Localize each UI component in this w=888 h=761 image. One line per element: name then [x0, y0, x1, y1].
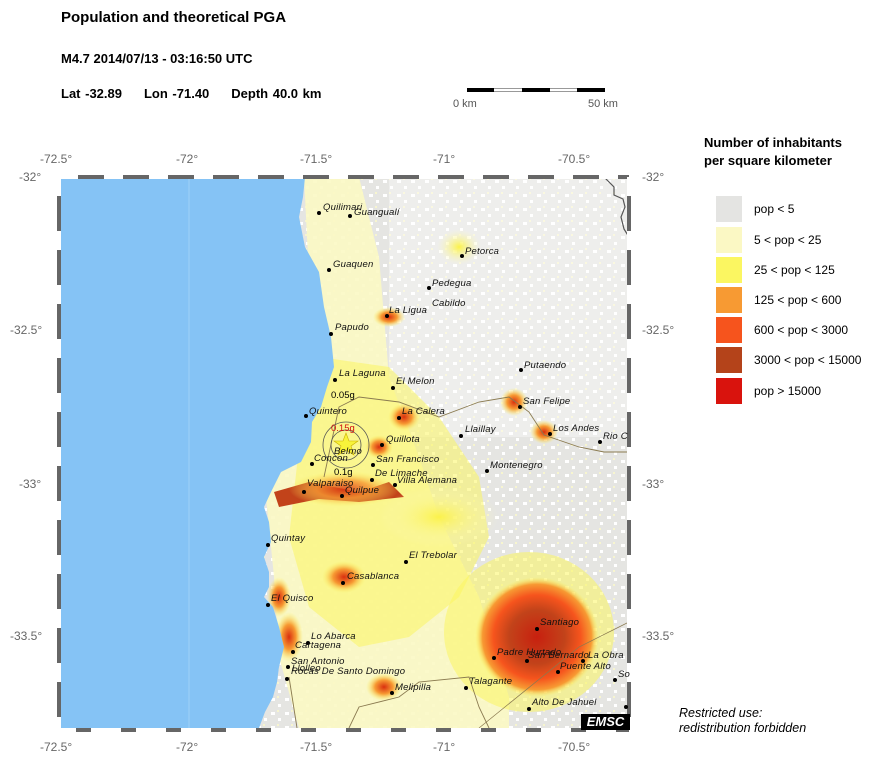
scale-left-label: 0 km	[453, 98, 477, 110]
city-label: Lo Abarca	[311, 631, 356, 642]
city-label: Llolleo	[292, 663, 321, 674]
city-label: Quintero	[309, 406, 348, 417]
city-label: San Bernardo	[528, 650, 590, 661]
event-info: M4.7 2014/07/13 - 03:16:50 UTC	[61, 51, 253, 66]
bottom-lon-label: -70.5°	[558, 740, 591, 754]
bottom-lon-label: -71°	[433, 740, 456, 754]
city-label: Concon	[314, 453, 348, 464]
city-label: Cabildo	[432, 298, 466, 309]
city-label: Papudo	[335, 322, 369, 333]
city-label: Pedegua	[432, 278, 472, 289]
city-label: Rocas De Santo Domingo	[291, 666, 406, 677]
usage-notice: Restricted use: redistribution forbidden	[679, 706, 807, 735]
city-label: Quilpue	[345, 485, 380, 496]
top-lon-label: -72.5°	[40, 152, 73, 166]
legend-item: 600 < pop < 3000	[716, 317, 888, 343]
scale-right-label: 50 km	[588, 98, 618, 110]
legend-title: Number of inhabitants per square kilomet…	[704, 135, 842, 168]
city-label: So	[618, 669, 631, 680]
bottom-lon-label: -71.5°	[300, 740, 333, 754]
city-label: Los Andes	[553, 423, 600, 434]
city-label: Rio C	[603, 431, 628, 442]
top-lon-label: -71.5°	[300, 152, 333, 166]
city-label: La Calera	[402, 406, 445, 417]
left-lat-label: -33°	[19, 477, 42, 491]
city-label: El Melon	[396, 376, 435, 387]
legend-swatch	[716, 257, 742, 283]
city-label: La Ligua	[389, 305, 428, 316]
city-label: Quintay	[271, 533, 306, 544]
city-label: El Trebolar	[409, 550, 457, 561]
location-info: Lat -32.89 Lon -71.40 Depth 40.0 km	[61, 86, 343, 101]
top-lon-label: -70.5°	[558, 152, 591, 166]
legend-swatch	[716, 317, 742, 343]
city-label: Quillota	[386, 434, 420, 445]
city-label: San Felipe	[523, 396, 571, 407]
city-label: El Quisco	[271, 593, 314, 604]
top-lon-label: -72°	[176, 152, 199, 166]
bottom-lon-label: -72°	[176, 740, 199, 754]
city-label: Quilimari	[323, 202, 363, 213]
bottom-lon-label: -72.5°	[40, 740, 73, 754]
left-lat-label: -32.5°	[10, 323, 43, 337]
legend-item: 5 < pop < 25	[716, 227, 888, 253]
emsc-logo: EMSC	[581, 714, 630, 730]
right-lat-label: -32.5°	[642, 323, 675, 337]
city-label: Puente Alto	[560, 661, 611, 672]
pga-label-01: 0.1g	[334, 467, 353, 478]
city-label: Petorca	[465, 246, 500, 257]
city-label: Belmo	[334, 446, 362, 457]
top-lon-label: -71°	[433, 152, 456, 166]
city-label: San Francisco	[376, 454, 440, 465]
city-label: Santiago	[540, 617, 580, 628]
city-label: Alto De Jahuel	[532, 697, 597, 708]
right-lat-label: -33.5°	[642, 629, 675, 643]
scale-bar	[467, 88, 605, 92]
city-label: La Laguna	[339, 368, 386, 379]
city-label: Talagante	[469, 676, 513, 687]
latitude: Lat -32.89	[61, 86, 122, 101]
legend-swatch	[716, 287, 742, 313]
pga-label-005: 0.05g	[331, 390, 355, 401]
population-map[interactable]	[59, 177, 629, 728]
longitude: Lon -71.40	[143, 86, 210, 101]
legend-swatch	[716, 227, 742, 253]
city-label: De Limache	[375, 468, 428, 479]
depth: Depth 40.0 km	[231, 86, 322, 101]
city-label: Villa Alemana	[397, 475, 458, 486]
map-canvas	[59, 177, 629, 728]
legend-item: pop > 15000	[716, 378, 888, 404]
city-label: Guangualí	[354, 207, 400, 218]
legend-item: 25 < pop < 125	[716, 257, 888, 283]
left-lat-label: -32°	[19, 170, 42, 184]
city-label: Padre Hurtado	[497, 647, 562, 658]
map-title: Population and theoretical PGA	[61, 9, 287, 26]
pga-label-015: 0.15g	[331, 423, 355, 434]
city-label: La Obra	[588, 650, 624, 661]
city-label: Casablanca	[347, 571, 400, 582]
legend-swatch	[716, 347, 742, 373]
right-lat-label: -32°	[642, 170, 665, 184]
left-lat-label: -33.5°	[10, 629, 43, 643]
city-label: Valparaiso	[307, 478, 354, 489]
legend-item: 125 < pop < 600	[716, 287, 888, 313]
legend-item: pop < 5	[716, 196, 888, 222]
legend-swatch	[716, 378, 742, 404]
city-label: Cartagena	[295, 640, 342, 651]
city-label: Melipilla	[395, 682, 432, 693]
city-label: Putaendo	[524, 360, 567, 371]
city-label: Llaillay	[465, 424, 496, 435]
city-label: San Antonio	[291, 656, 345, 667]
legend-swatch	[716, 196, 742, 222]
right-lat-label: -33°	[642, 477, 665, 491]
city-label: Montenegro	[490, 460, 543, 471]
legend-item: 3000 < pop < 15000	[716, 347, 888, 373]
city-label: Guaquen	[333, 259, 374, 270]
